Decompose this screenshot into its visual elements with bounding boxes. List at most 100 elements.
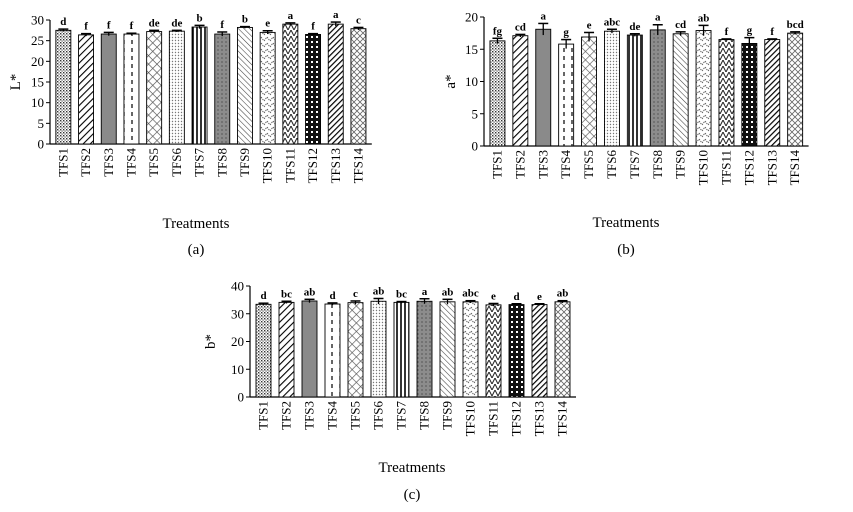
bar-tfs10: [259, 31, 276, 145]
x-tick-label: TFS7: [192, 148, 207, 177]
x-tick-label: TFS14: [555, 401, 570, 437]
x-tick-label: TFS8: [650, 150, 665, 179]
x-tick-label: TFS4: [123, 148, 138, 177]
significance-label: a: [333, 9, 339, 21]
bar-tfs4: [123, 33, 140, 145]
bar-tfs13: [327, 23, 344, 145]
x-tick-label: TFS11: [282, 148, 297, 183]
significance-label: g: [563, 27, 569, 39]
bar-tfs5: [347, 302, 364, 398]
x-tick-label: TFS12: [509, 401, 524, 436]
x-tick-label: TFS4: [558, 150, 573, 179]
x-tick-label: TFS13: [532, 401, 547, 436]
y-tick-label: 10: [31, 95, 44, 110]
panel-label: (b): [617, 242, 635, 258]
x-tick-label: TFS12: [741, 150, 756, 185]
y-axis-title: a*: [443, 74, 459, 88]
bar-tfs10: [462, 301, 479, 398]
x-tick-label: TFS5: [581, 150, 596, 179]
significance-label: ab: [557, 288, 569, 300]
bar-tfs3: [301, 300, 318, 398]
y-tick-label: 25: [31, 33, 44, 48]
significance-label: f: [220, 19, 224, 31]
y-tick-label: 10: [465, 74, 478, 89]
significance-label: abc: [462, 288, 479, 300]
x-axis-title: Treatments: [163, 216, 230, 232]
bar-tfs13: [764, 39, 781, 147]
bar-tfs7: [626, 34, 643, 147]
significance-label: ab: [442, 286, 454, 298]
x-tick-label: TFS6: [604, 150, 619, 179]
x-tick-label: TFS6: [169, 148, 184, 177]
significance-label: ab: [304, 286, 316, 298]
x-tick-label: TFS3: [101, 148, 116, 177]
x-tick-label: TFS11: [718, 150, 733, 185]
x-axis-title: Treatments: [379, 460, 446, 476]
y-tick-label: 20: [31, 54, 44, 69]
significance-label: bc: [396, 289, 407, 301]
bar-tfs5: [146, 31, 163, 145]
significance-label: abc: [604, 16, 621, 28]
y-tick-label: 5: [38, 116, 45, 131]
x-tick-label: TFS9: [440, 401, 455, 430]
x-tick-label: TFS3: [535, 150, 550, 179]
bar-tfs1: [489, 40, 506, 147]
y-tick-label: 40: [231, 279, 244, 294]
significance-label: ab: [698, 12, 710, 24]
x-tick-label: TFS1: [489, 150, 504, 179]
significance-label: e: [537, 291, 542, 303]
significance-label: de: [629, 21, 640, 33]
bar-tfs4: [324, 303, 341, 398]
bar-tfs11: [282, 23, 299, 145]
bar-tfs14: [787, 32, 804, 147]
significance-label: cd: [515, 21, 526, 33]
bar-tfs2: [78, 34, 95, 145]
bar-tfs9: [672, 33, 689, 147]
x-tick-label: TFS14: [787, 150, 802, 186]
panel-3: 010203040b*dTFS1bcTFS2abTFS3dTFS4cTFS5ab…: [203, 279, 576, 503]
bar-tfs1: [255, 303, 272, 398]
significance-label: f: [130, 20, 134, 32]
y-tick-label: 0: [38, 137, 45, 152]
y-tick-label: 30: [31, 13, 44, 28]
y-axis-title: L*: [8, 74, 24, 91]
significance-label: de: [149, 17, 160, 29]
bar-tfs12: [741, 42, 758, 147]
y-tick-label: 20: [231, 334, 244, 349]
bar-tfs14: [350, 28, 367, 145]
bar-tfs6: [604, 30, 620, 147]
x-tick-label: TFS2: [78, 148, 93, 177]
significance-label: f: [311, 21, 315, 33]
x-tick-label: TFS7: [394, 401, 409, 430]
significance-label: bc: [281, 288, 292, 300]
x-axis-title: Treatments: [593, 215, 660, 231]
x-tick-label: TFS8: [417, 401, 432, 430]
x-tick-label: TFS1: [256, 401, 271, 430]
bar-tfs2: [278, 301, 295, 398]
significance-label: e: [587, 19, 592, 31]
bar-tfs5: [581, 36, 597, 147]
y-tick-label: 5: [472, 106, 479, 121]
bar-tfs9: [236, 26, 253, 145]
bar-tfs9: [439, 301, 456, 398]
significance-label: c: [353, 288, 358, 300]
x-tick-label: TFS2: [512, 150, 527, 179]
x-tick-label: TFS10: [260, 148, 275, 183]
x-tick-label: TFS1: [55, 148, 70, 177]
bar-tfs8: [214, 33, 231, 145]
significance-label: d: [329, 290, 335, 302]
significance-label: d: [60, 16, 66, 28]
y-tick-label: 15: [31, 75, 44, 90]
bar-tfs12: [508, 304, 525, 398]
y-tick-label: 20: [465, 10, 478, 25]
significance-label: d: [513, 291, 519, 303]
y-tick-label: 15: [465, 42, 478, 57]
x-tick-label: TFS9: [237, 148, 252, 177]
x-tick-label: TFS13: [764, 150, 779, 185]
bar-tfs7: [393, 301, 410, 398]
x-tick-label: TFS10: [696, 150, 711, 185]
x-tick-label: TFS5: [348, 401, 363, 430]
significance-label: a: [422, 286, 428, 298]
x-tick-label: TFS14: [350, 148, 365, 184]
significance-label: g: [747, 25, 753, 37]
